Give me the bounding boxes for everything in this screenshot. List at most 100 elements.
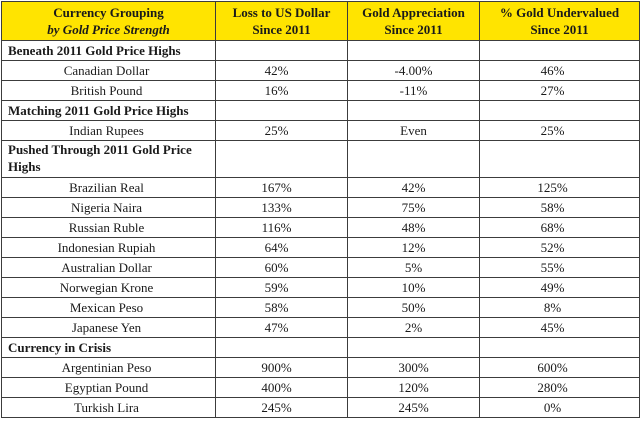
currency-name: Nigeria Naira xyxy=(70,200,143,215)
table-row: Brazilian Real 167% 42% 125% xyxy=(1,177,640,198)
gold-appreciation-value: Even xyxy=(400,123,427,138)
loss-to-usd-value: 47% xyxy=(264,320,289,335)
group-empty-cell xyxy=(479,337,640,358)
currency-name: Norwegian Krone xyxy=(59,280,154,295)
gold-undervalued-value: 280% xyxy=(537,380,568,395)
currency-name-cell: Argentinian Peso xyxy=(1,357,216,378)
currency-name-cell: British Pound xyxy=(1,80,216,101)
loss-to-usd-value-cell: 58% xyxy=(215,297,348,318)
gold-undervalued-value: 46% xyxy=(540,63,565,78)
currency-name-cell: Indian Rupees xyxy=(1,120,216,141)
group-header-row: Beneath 2011 Gold Price Highs xyxy=(1,40,640,61)
currency-name: Japanese Yen xyxy=(71,320,142,335)
gold-appreciation-value-cell: 245% xyxy=(347,397,480,418)
group-title: Pushed Through 2011 Gold Price Highs xyxy=(1,140,216,178)
group-empty-cell xyxy=(347,40,480,61)
currency-name-cell: Canadian Dollar xyxy=(1,60,216,81)
group-empty-cell xyxy=(347,100,480,121)
header-col1-line1: Currency Grouping xyxy=(53,5,164,20)
group-empty-cell xyxy=(215,337,348,358)
gold-appreciation-value: 300% xyxy=(398,360,429,375)
gold-undervalued-value: 52% xyxy=(540,240,565,255)
currency-name-cell: Australian Dollar xyxy=(1,257,216,278)
gold-undervalued-value-cell: 125% xyxy=(479,177,640,198)
loss-to-usd-value-cell: 59% xyxy=(215,277,348,298)
gold-undervalued-value: 45% xyxy=(540,320,565,335)
loss-to-usd-value: 245% xyxy=(261,400,292,415)
loss-to-usd-value: 116% xyxy=(261,220,292,235)
gold-appreciation-value: 245% xyxy=(398,400,429,415)
table-row: Russian Ruble 116% 48% 68% xyxy=(1,217,640,238)
gold-undervalued-value: 49% xyxy=(540,280,565,295)
table-row: Argentinian Peso 900% 300% 600% xyxy=(1,357,640,378)
currency-name-cell: Turkish Lira xyxy=(1,397,216,418)
header-gold-undervalued: % Gold Undervalued Since 2011 xyxy=(479,1,640,41)
currency-name: Russian Ruble xyxy=(68,220,145,235)
gold-appreciation-value: 48% xyxy=(401,220,426,235)
gold-undervalued-value: 600% xyxy=(537,360,568,375)
loss-to-usd-value-cell: 64% xyxy=(215,237,348,258)
gold-appreciation-value: 42% xyxy=(401,180,426,195)
loss-to-usd-value: 400% xyxy=(261,380,292,395)
group-empty-cell xyxy=(479,100,640,121)
currency-name: Australian Dollar xyxy=(61,260,152,275)
gold-undervalued-value-cell: 68% xyxy=(479,217,640,238)
loss-to-usd-value: 60% xyxy=(264,260,289,275)
gold-undervalued-value: 68% xyxy=(540,220,565,235)
loss-to-usd-value-cell: 133% xyxy=(215,197,348,218)
gold-undervalued-value: 25% xyxy=(540,123,565,138)
group-empty-cell xyxy=(479,40,640,61)
currency-name-cell: Brazilian Real xyxy=(1,177,216,198)
gold-appreciation-value: 2% xyxy=(404,320,423,335)
table-body: Beneath 2011 Gold Price Highs Canadian Do… xyxy=(1,40,640,418)
gold-undervalued-value-cell: 25% xyxy=(479,120,640,141)
currency-name: Mexican Peso xyxy=(69,300,144,315)
table-row: Norwegian Krone 59% 10% 49% xyxy=(1,277,640,298)
gold-appreciation-value-cell: 75% xyxy=(347,197,480,218)
header-col2-line2: Since 2011 xyxy=(252,22,311,37)
header-loss-to-usd: Loss to US Dollar Since 2011 xyxy=(215,1,348,41)
gold-appreciation-value-cell: 10% xyxy=(347,277,480,298)
currency-name-cell: Japanese Yen xyxy=(1,317,216,338)
header-col2-line1: Loss to US Dollar xyxy=(232,5,331,20)
loss-to-usd-value: 42% xyxy=(264,63,289,78)
gold-appreciation-value-cell: -11% xyxy=(347,80,480,101)
gold-undervalued-value-cell: 49% xyxy=(479,277,640,298)
gold-undervalued-value-cell: 58% xyxy=(479,197,640,218)
group-header-row: Currency in Crisis xyxy=(1,337,640,358)
gold-appreciation-value-cell: 300% xyxy=(347,357,480,378)
group-title: Matching 2011 Gold Price Highs xyxy=(1,100,216,121)
table-row: Indonesian Rupiah 64% 12% 52% xyxy=(1,237,640,258)
gold-appreciation-value-cell: 12% xyxy=(347,237,480,258)
currency-name: Indonesian Rupiah xyxy=(57,240,156,255)
gold-appreciation-value-cell: 120% xyxy=(347,377,480,398)
gold-appreciation-value: 12% xyxy=(401,240,426,255)
currency-name: Argentinian Peso xyxy=(61,360,152,375)
currency-name: Egyptian Pound xyxy=(64,380,149,395)
header-gold-appreciation: Gold Appreciation Since 2011 xyxy=(347,1,480,41)
currency-name: Turkish Lira xyxy=(74,400,139,415)
table-row: Canadian Dollar 42% -4.00% 46% xyxy=(1,60,640,81)
currency-name-cell: Russian Ruble xyxy=(1,217,216,238)
loss-to-usd-value: 64% xyxy=(264,240,289,255)
gold-undervalued-value: 125% xyxy=(537,180,568,195)
gold-appreciation-value: 10% xyxy=(401,280,426,295)
loss-to-usd-value: 133% xyxy=(261,200,292,215)
gold-appreciation-value-cell: 48% xyxy=(347,217,480,238)
table-row: British Pound 16% -11% 27% xyxy=(1,80,640,101)
loss-to-usd-value: 25% xyxy=(264,123,289,138)
header-row: Currency Grouping by Gold Price Strength… xyxy=(1,1,640,41)
gold-undervalued-value-cell: 27% xyxy=(479,80,640,101)
gold-undervalued-value-cell: 8% xyxy=(479,297,640,318)
gold-undervalued-value: 27% xyxy=(540,83,565,98)
currency-name: Indian Rupees xyxy=(69,123,144,138)
gold-appreciation-value: -11% xyxy=(399,83,428,98)
group-title: Currency in Crisis xyxy=(1,337,216,358)
gold-appreciation-value-cell: -4.00% xyxy=(347,60,480,81)
gold-undervalued-value: 0% xyxy=(543,400,562,415)
table-row: Turkish Lira 245% 245% 0% xyxy=(1,397,640,418)
group-empty-cell xyxy=(347,337,480,358)
table-row: Egyptian Pound 400% 120% 280% xyxy=(1,377,640,398)
currency-name-cell: Egyptian Pound xyxy=(1,377,216,398)
group-empty-cell xyxy=(347,140,480,178)
